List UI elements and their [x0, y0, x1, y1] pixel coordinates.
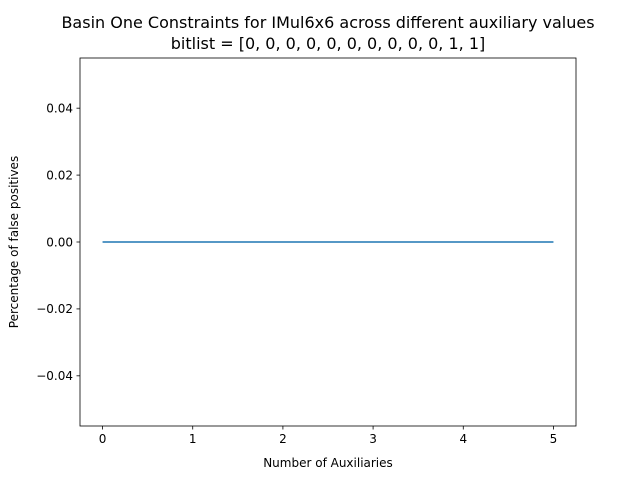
chart-subtitle: bitlist = [0, 0, 0, 0, 0, 0, 0, 0, 0, 0,… [171, 34, 485, 53]
chart-title: Basin One Constraints for IMul6x6 across… [61, 13, 594, 32]
x-axis-label: Number of Auxiliaries [263, 456, 393, 470]
y-axis-label: Percentage of false positives [7, 156, 21, 328]
y-tick-label: 0.04 [46, 101, 73, 115]
x-tick-label: 4 [459, 432, 467, 446]
x-axis: 0 1 2 3 4 5 [99, 426, 558, 446]
y-tick-label: −0.04 [36, 369, 73, 383]
y-tick-label: 0.02 [46, 168, 73, 182]
x-tick-label: 5 [550, 432, 558, 446]
x-tick-label: 1 [189, 432, 197, 446]
y-axis: −0.04 −0.02 0.00 0.02 0.04 [36, 101, 80, 383]
y-tick-label: −0.02 [36, 302, 73, 316]
x-tick-label: 3 [369, 432, 377, 446]
x-tick-label: 2 [279, 432, 287, 446]
y-tick-label: 0.00 [46, 235, 73, 249]
x-tick-label: 0 [99, 432, 107, 446]
